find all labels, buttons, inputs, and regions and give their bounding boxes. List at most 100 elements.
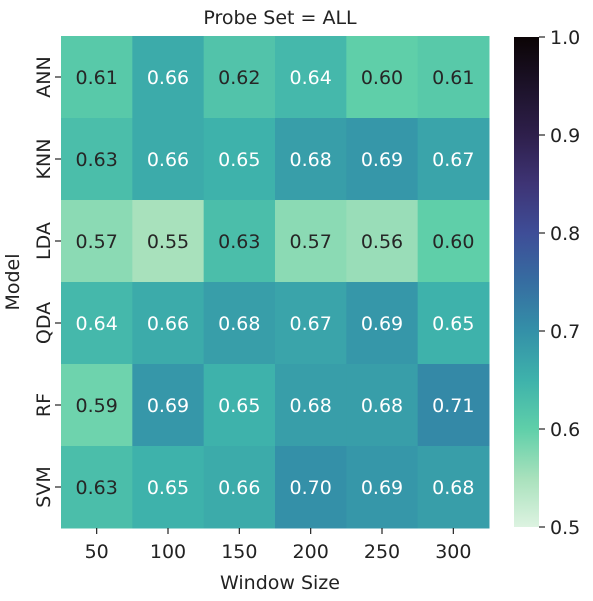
cell-value-label: 0.68 (290, 395, 332, 417)
x-tick-label: 200 (293, 541, 329, 563)
heatmap-cell (132, 36, 205, 119)
colorbar-tick-label: 0.9 (550, 125, 580, 147)
colorbar-tick-label: 0.7 (550, 321, 580, 343)
cell-value-label: 0.69 (361, 313, 403, 335)
heatmap-cell (275, 364, 347, 447)
heatmap-cell (417, 118, 490, 201)
cell-value-label: 0.60 (361, 67, 403, 89)
heatmap-cell (346, 364, 419, 447)
heatmap-cell (203, 282, 276, 365)
cell-value-label: 0.65 (218, 395, 260, 417)
heatmap-cell (132, 118, 205, 201)
cell-value-label: 0.61 (432, 67, 474, 89)
cell-value-label: 0.66 (147, 149, 189, 171)
colorbar-tick-label: 0.8 (550, 223, 580, 245)
heatmap-cell (61, 364, 133, 447)
cell-value-label: 0.69 (361, 149, 403, 171)
heatmap-cell (132, 446, 205, 529)
cell-value-label: 0.64 (290, 67, 332, 89)
heatmap-cell (203, 36, 276, 119)
cell-value-label: 0.55 (147, 231, 189, 253)
cell-value-label: 0.68 (290, 149, 332, 171)
cell-value-label: 0.66 (147, 313, 189, 335)
heatmap-cell (61, 118, 133, 201)
heatmap-cell (417, 36, 490, 119)
heatmap-cell (203, 200, 276, 283)
x-tick-label: 150 (221, 541, 257, 563)
y-tick-label: LDA (33, 222, 55, 260)
heatmap-cell (346, 118, 419, 201)
heatmap-cell (61, 446, 133, 529)
cell-value-label: 0.61 (76, 67, 118, 89)
heatmap-cell (417, 200, 490, 283)
heatmap-cell (417, 446, 490, 529)
cell-value-label: 0.65 (147, 477, 189, 499)
heatmap-cell (61, 282, 133, 365)
cell-value-label: 0.69 (147, 395, 189, 417)
heatmap-cell (417, 364, 490, 447)
heatmap-cell (132, 282, 205, 365)
colorbar-tick-label: 1.0 (550, 27, 580, 49)
cell-value-label: 0.63 (76, 149, 118, 171)
y-tick-label: ANN (33, 56, 55, 97)
cell-value-label: 0.62 (218, 67, 260, 89)
heatmap-cell (275, 200, 347, 283)
cell-value-label: 0.71 (432, 395, 474, 417)
chart-title: Probe Set = ALL (203, 7, 357, 29)
y-tick-label: QDA (33, 302, 55, 344)
y-tick-label: SVM (33, 466, 55, 507)
x-tick-label: 50 (85, 541, 109, 563)
cell-value-label: 0.59 (76, 395, 118, 417)
cell-value-label: 0.68 (218, 313, 260, 335)
cell-value-label: 0.68 (432, 477, 474, 499)
cell-value-label: 0.66 (147, 67, 189, 89)
colorbar-tick-label: 0.6 (550, 419, 580, 441)
x-tick-label: 250 (364, 541, 400, 563)
cell-value-label: 0.63 (218, 231, 260, 253)
cell-value-label: 0.67 (432, 149, 474, 171)
cell-value-label: 0.60 (432, 231, 474, 253)
cell-value-label: 0.56 (361, 231, 403, 253)
x-tick-label: 300 (435, 541, 471, 563)
heatmap-cell (203, 446, 276, 529)
colorbar-tick-label: 0.5 (550, 517, 580, 539)
cell-value-label: 0.57 (76, 231, 118, 253)
x-tick-label: 100 (150, 541, 186, 563)
heatmap-cell (203, 118, 276, 201)
cell-value-label: 0.65 (432, 313, 474, 335)
cell-value-label: 0.70 (290, 477, 332, 499)
cell-value-label: 0.69 (361, 477, 403, 499)
y-tick-label: RF (33, 393, 55, 417)
colorbar: 0.5 0.6 0.7 0.8 0.9 1.0 (514, 27, 580, 539)
heatmap-cell (346, 200, 419, 283)
x-axis-label: Window Size (220, 572, 340, 594)
heatmap-cell (275, 446, 347, 529)
heatmap-cells: 0.61 0.66 0.62 0.64 0.60 0.61 0.63 0.66 0.65 0.68… (61, 36, 490, 529)
cell-value-label: 0.65 (218, 149, 260, 171)
x-axis: 50 100 150 200 250 300 (85, 528, 471, 563)
heatmap-cell (132, 200, 205, 283)
y-axis: ANN KNN LDA QDA RF SVM (33, 56, 61, 508)
heatmap-cell (417, 282, 490, 365)
heatmap-cell (346, 446, 419, 529)
cell-value-label: 0.68 (361, 395, 403, 417)
heatmap-cell (275, 36, 347, 119)
colorbar-gradient-bar (514, 37, 539, 527)
heatmap-cell (203, 364, 276, 447)
cell-value-label: 0.66 (218, 477, 260, 499)
cell-value-label: 0.64 (76, 313, 118, 335)
heatmap-cell (275, 118, 347, 201)
heatmap-cell (61, 36, 133, 119)
y-axis-label: Model (2, 253, 24, 310)
cell-value-label: 0.57 (290, 231, 332, 253)
heatmap-cell (132, 364, 205, 447)
y-tick-label: KNN (33, 139, 55, 180)
cell-value-label: 0.67 (290, 313, 332, 335)
cell-value-label: 0.63 (76, 477, 118, 499)
heatmap-cell (346, 36, 419, 119)
heatmap-cell (61, 200, 133, 283)
heatmap-cell (275, 282, 347, 365)
heatmap-cell (346, 282, 419, 365)
